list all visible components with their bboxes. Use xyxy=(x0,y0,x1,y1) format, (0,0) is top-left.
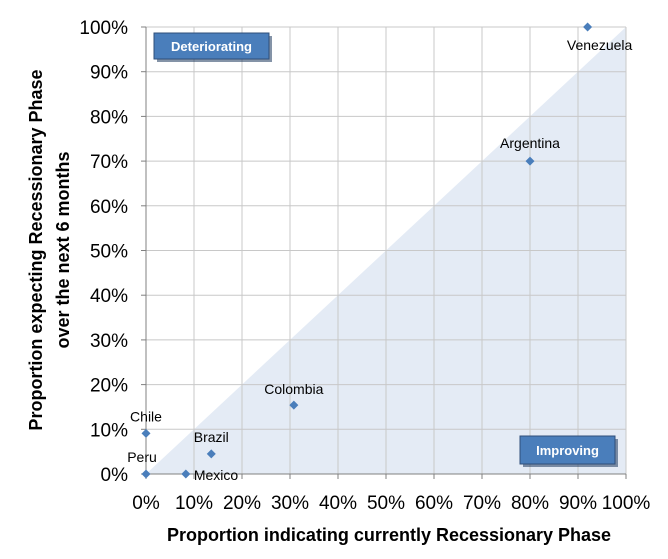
deteriorating-badge: Deteriorating xyxy=(153,32,272,62)
improving-label: Improving xyxy=(536,443,599,458)
x-axis-title: Proportion indicating currently Recessio… xyxy=(167,525,611,545)
y-tick-label: 80% xyxy=(90,107,128,128)
y-axis-title-line2: over the next 6 months xyxy=(53,151,73,348)
y-tick-label: 100% xyxy=(79,18,128,39)
y-tick-label: 70% xyxy=(90,152,128,173)
x-tick-label: 100% xyxy=(602,493,651,514)
point-brazil xyxy=(206,449,216,459)
x-tick-label: 0% xyxy=(132,493,160,514)
y-tick-label: 20% xyxy=(90,376,128,397)
y-tick-label: 50% xyxy=(90,242,128,263)
x-tick-label: 30% xyxy=(271,493,309,514)
x-tick-label: 40% xyxy=(319,493,357,514)
deteriorating-label: Deteriorating xyxy=(171,39,252,54)
data-points: Venezuela Argentina Colombia Chile Brazil Per… xyxy=(127,22,633,483)
point-label-colombia: Colombia xyxy=(264,381,323,397)
y-tick-label: 40% xyxy=(90,286,128,307)
x-tick-label: 10% xyxy=(175,493,213,514)
y-tick-label: 0% xyxy=(101,465,129,486)
point-label-chile: Chile xyxy=(130,408,162,424)
point-label-brazil: Brazil xyxy=(194,429,229,445)
point-colombia xyxy=(289,400,299,410)
y-tick-label: 60% xyxy=(90,197,128,218)
improving-badge: Improving xyxy=(519,435,618,467)
point-chile xyxy=(141,428,151,438)
axes xyxy=(141,26,627,479)
point-argentina xyxy=(525,156,535,166)
point-label-venezuela: Venezuela xyxy=(567,37,633,53)
point-venezuela xyxy=(583,22,593,32)
y-tick-labels: 0% 10% 20% 30% 40% 50% 60% 70% 80% 90% 100% xyxy=(79,18,128,486)
x-tick-label: 90% xyxy=(559,493,597,514)
x-tick-label: 50% xyxy=(367,493,405,514)
point-peru xyxy=(141,469,151,479)
x-tick-label: 60% xyxy=(415,493,453,514)
point-label-peru: Peru xyxy=(127,449,157,465)
x-tick-label: 80% xyxy=(511,493,549,514)
x-tick-labels: 0% 10% 20% 30% 40% 50% 60% 70% 80% 90% 100% xyxy=(132,493,650,514)
y-tick-label: 90% xyxy=(90,63,128,84)
y-tick-label: 10% xyxy=(90,420,128,441)
y-axis-title-line1: Proportion expecting Recessionary Phase xyxy=(26,69,46,430)
y-tick-label: 30% xyxy=(90,331,128,352)
point-mexico xyxy=(181,469,191,479)
x-tick-label: 20% xyxy=(223,493,261,514)
point-label-mexico: Mexico xyxy=(194,467,239,483)
point-label-argentina: Argentina xyxy=(500,135,560,151)
x-tick-label: 70% xyxy=(463,493,501,514)
